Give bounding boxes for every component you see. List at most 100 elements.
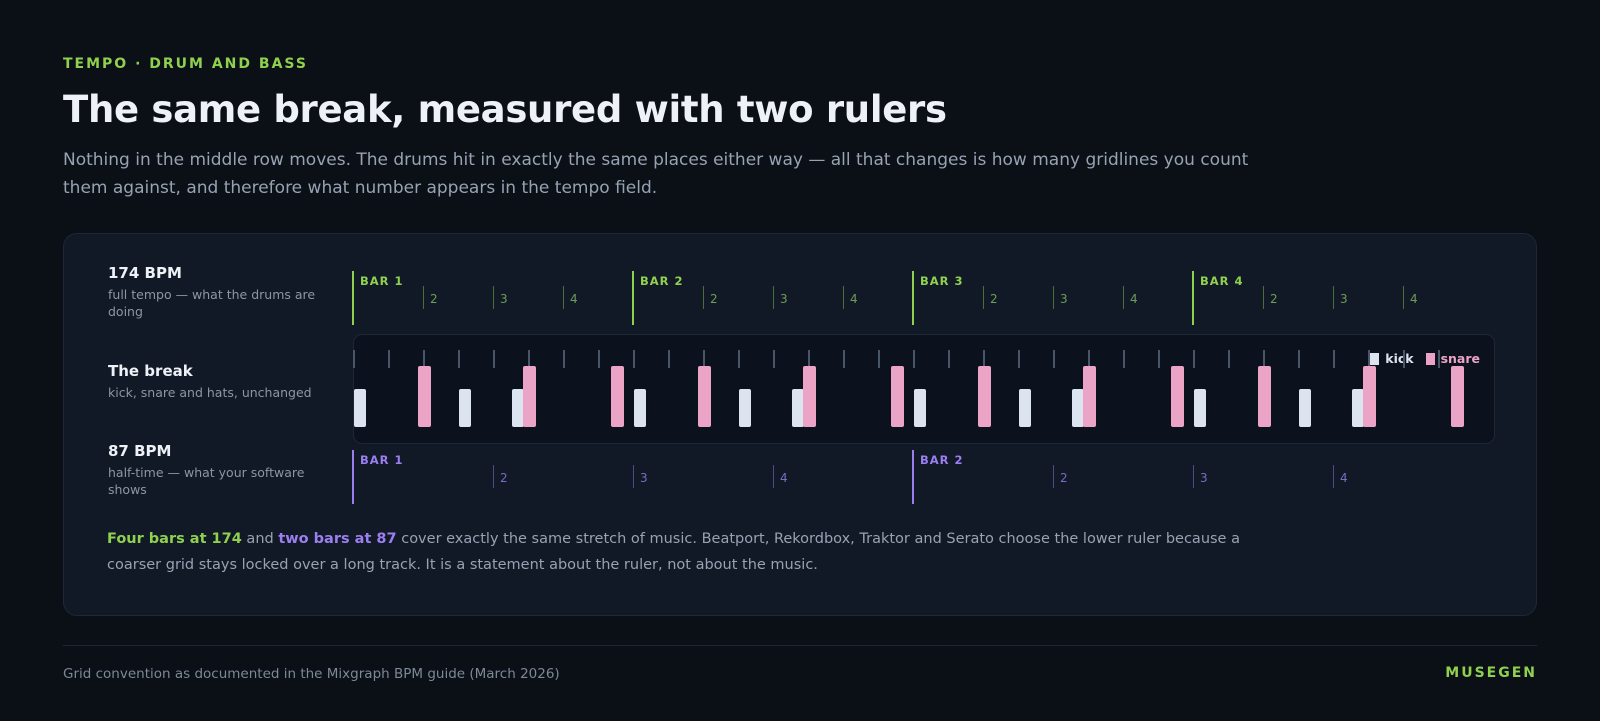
- hihat-mark: [1403, 350, 1405, 368]
- hihat-mark: [458, 350, 460, 368]
- row-desc-87: half-time — what your software shows: [108, 465, 305, 497]
- row-title-87: 87 BPM: [108, 442, 172, 460]
- beat-line: [1053, 286, 1054, 309]
- beat-number: 2: [430, 292, 438, 306]
- bar-label: BAR 3: [920, 274, 964, 288]
- snare-swatch: [1425, 352, 1435, 365]
- beat-number: 3: [1060, 292, 1068, 306]
- snare-hit: [1363, 366, 1376, 427]
- page-title: The same break, measured with two rulers: [63, 88, 947, 131]
- beat-line: [493, 465, 494, 488]
- hihat-mark: [1018, 350, 1020, 368]
- bar-line: [912, 271, 914, 325]
- beat-line: [1403, 286, 1404, 309]
- kick-hit: [1194, 389, 1206, 427]
- snare-hit: [1258, 366, 1271, 427]
- beat-line: [983, 286, 984, 309]
- hihat-mark: [843, 350, 845, 368]
- hihat-mark: [703, 350, 705, 368]
- caption-highlight-87: two bars at 87: [278, 531, 397, 547]
- kick-hit: [511, 389, 524, 427]
- beat-number: 3: [1200, 471, 1208, 485]
- hihat-mark: [1123, 350, 1125, 368]
- snare-hit: [523, 366, 536, 427]
- beat-number: 4: [1410, 292, 1418, 306]
- snare-hit: [698, 366, 711, 427]
- row-desc-break: kick, snare and hats, unchanged: [108, 385, 312, 400]
- hihat-mark: [388, 350, 390, 368]
- snare-hit: [418, 366, 431, 427]
- eyebrow: TEMPO · DRUM AND BASS: [63, 56, 308, 72]
- beat-number: 4: [1340, 471, 1348, 485]
- beat-number: 3: [500, 292, 508, 306]
- hihat-mark: [353, 350, 355, 368]
- beat-number: 4: [780, 471, 788, 485]
- row-label-break: The break kick, snare and hats, unchange…: [108, 362, 328, 401]
- snare-hit: [1083, 366, 1096, 427]
- bar-line: [1192, 271, 1194, 325]
- hihat-mark: [493, 350, 495, 368]
- bar-label: BAR 4: [1200, 274, 1244, 288]
- beat-line: [633, 465, 634, 488]
- hihat-mark: [913, 350, 915, 368]
- beat-line: [493, 286, 494, 309]
- beat-line: [1123, 286, 1124, 309]
- row-title-break: The break: [108, 362, 193, 380]
- snare-hit: [890, 366, 904, 427]
- hihat-mark: [563, 350, 565, 368]
- beat-number: 4: [570, 292, 578, 306]
- beat-line: [773, 286, 774, 309]
- kick-hit: [459, 389, 471, 427]
- snare-hit: [978, 366, 991, 427]
- beat-line: [1263, 286, 1264, 309]
- beat-number: 2: [990, 292, 998, 306]
- bar-label: BAR 2: [640, 274, 684, 288]
- hihat-mark: [423, 350, 425, 368]
- legend: kick snare: [1370, 350, 1480, 366]
- beat-number: 4: [1130, 292, 1138, 306]
- snare-hit: [1450, 366, 1464, 427]
- bar-label: BAR 1: [360, 274, 404, 288]
- hihat-mark: [1158, 350, 1160, 368]
- bar-line: [632, 271, 634, 325]
- hihat-mark: [598, 350, 600, 368]
- legend-kick-label: kick: [1385, 351, 1414, 366]
- hihat-mark: [1298, 350, 1300, 368]
- bar-label: BAR 2: [920, 453, 964, 467]
- beat-line: [563, 286, 564, 309]
- kick-hit: [1351, 389, 1364, 427]
- hihat-mark: [528, 350, 530, 368]
- beat-number: 3: [640, 471, 648, 485]
- beat-number: 3: [1340, 292, 1348, 306]
- beat-line: [1053, 465, 1054, 488]
- beat-line: [1193, 465, 1194, 488]
- caption-highlight-174: Four bars at 174: [107, 531, 242, 547]
- hihat-mark: [983, 350, 985, 368]
- kick-hit: [914, 389, 926, 427]
- bar-label: BAR 1: [360, 453, 404, 467]
- beat-line: [423, 286, 424, 309]
- caption-text-2: cover exactly the same stretch of music.…: [107, 531, 1240, 573]
- beat-number: 4: [850, 292, 858, 306]
- ruler-87-bpm: BAR 1 2 3 4 BAR 2 2 3 4: [352, 450, 1493, 506]
- beat-number: 2: [1060, 471, 1068, 485]
- page-subtitle: Nothing in the middle row moves. The dru…: [63, 150, 1249, 198]
- beat-number: 3: [780, 292, 788, 306]
- brand-logo: MUSEGEN: [1445, 665, 1537, 681]
- footnote: Grid convention as documented in the Mix…: [63, 666, 560, 682]
- snare-hit: [803, 366, 816, 427]
- kick-hit: [791, 389, 804, 427]
- bar-line: [352, 271, 354, 325]
- hihat-mark: [1438, 350, 1440, 368]
- kick-swatch: [1370, 352, 1380, 365]
- row-title-174: 174 BPM: [108, 264, 182, 282]
- break-pattern: kick snare: [353, 334, 1495, 444]
- hihat-mark: [738, 350, 740, 368]
- hihat-mark: [948, 350, 950, 368]
- hihat-mark: [1368, 350, 1370, 368]
- kick-hit: [354, 389, 366, 427]
- snare-hit: [610, 366, 624, 427]
- beat-number: 2: [1270, 292, 1278, 306]
- hihat-mark: [633, 350, 635, 368]
- page: TEMPO · DRUM AND BASS The same break, me…: [63, 0, 1537, 721]
